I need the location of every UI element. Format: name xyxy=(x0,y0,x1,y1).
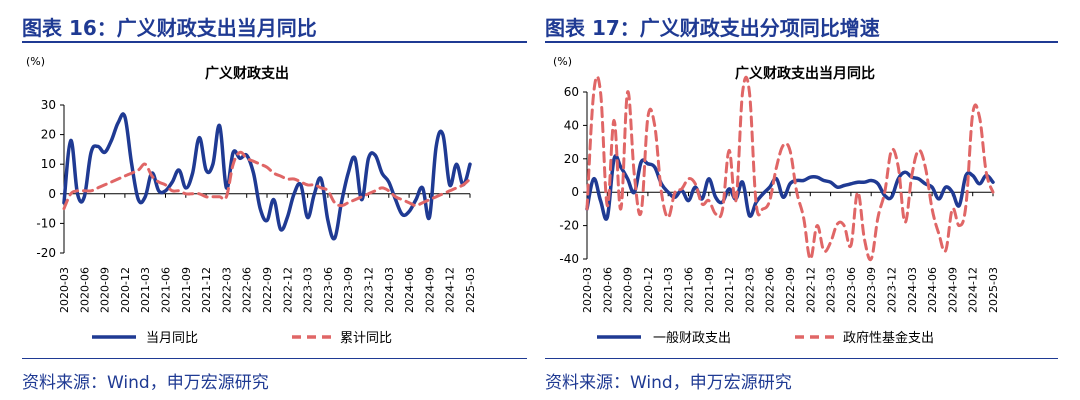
x-tick-label: 2023-09 xyxy=(865,267,878,313)
x-tick-label: 2023-12 xyxy=(363,267,376,313)
x-tick-label: 2023-03 xyxy=(825,267,838,313)
x-tick-label: 2023-09 xyxy=(342,267,355,313)
figure-16-bottom-rule xyxy=(22,358,527,359)
legend-label-1: 当月同比 xyxy=(146,331,198,346)
chart-title: 广义财政支出 xyxy=(205,65,289,82)
x-tick-label: 2024-03 xyxy=(383,267,396,313)
figure-16-source: 资料来源：Wind，申万宏源研究 xyxy=(22,373,269,393)
x-tick-label: 2021-03 xyxy=(139,267,152,313)
x-tick-label: 2021-12 xyxy=(200,267,213,313)
figure-17-top-rule xyxy=(545,41,1058,43)
x-tick-label: 2020-03 xyxy=(581,267,594,313)
series-line-1 xyxy=(62,112,472,241)
x-tick-label: 2021-03 xyxy=(662,267,675,313)
y-tick-label: 10 xyxy=(41,157,56,171)
y-tick-label: 0 xyxy=(48,187,56,201)
x-tick-label: 2020-12 xyxy=(642,267,655,313)
figure-16-heading: 图表 16：广义财政支出当月同比 xyxy=(22,16,317,40)
y-tick-label: -20 xyxy=(559,219,579,233)
y-tick-label: -20 xyxy=(36,246,56,260)
series-line-2 xyxy=(62,150,472,211)
x-tick-label: 2024-12 xyxy=(444,267,457,313)
x-tick-label: 2024-09 xyxy=(423,267,436,313)
legend-label-1: 一般财政支出 xyxy=(653,330,731,346)
legend-label-2: 累计同比 xyxy=(340,331,392,346)
x-tick-label: 2020-12 xyxy=(119,267,132,313)
y-tick-label: -40 xyxy=(559,252,579,266)
x-tick-label: 2020-09 xyxy=(622,267,635,313)
y-tick-label: 20 xyxy=(564,152,579,166)
unit-label: (%) xyxy=(553,55,572,68)
x-tick-label: 2020-06 xyxy=(78,267,91,313)
x-tick-label: 2024-12 xyxy=(967,267,980,313)
x-tick-label: 2021-06 xyxy=(160,267,173,313)
figure-17-chart: (%) 广义财政支出当月同比 -40 -20 0 20 40 60 2020-03 2020-06… xyxy=(553,55,1000,346)
unit-label: (%) xyxy=(26,55,45,68)
x-tick-label: 2022-03 xyxy=(743,267,756,313)
x-tick-label: 2020-06 xyxy=(601,267,614,313)
x-tick-label: 2020-03 xyxy=(58,267,71,313)
legend-label-2: 政府性基金支出 xyxy=(843,330,934,346)
x-tick-label: 2022-12 xyxy=(281,267,294,313)
y-tick-label: 40 xyxy=(564,118,579,132)
x-tick-label: 2022-06 xyxy=(241,267,254,313)
x-tick-label: 2024-09 xyxy=(946,267,959,313)
y-tick-label: -10 xyxy=(36,216,56,230)
y-tick-label: 30 xyxy=(41,98,56,112)
x-tick-label: 2024-03 xyxy=(906,267,919,313)
x-tick-label: 2022-03 xyxy=(220,267,233,313)
x-tick-label: 2021-12 xyxy=(723,267,736,313)
x-tick-label: 2023-06 xyxy=(845,267,858,313)
x-tick-label: 2025-03 xyxy=(987,267,1000,313)
figure-16-top-rule xyxy=(22,41,527,43)
x-tick-label: 2021-09 xyxy=(703,267,716,313)
x-tick-label: 2023-12 xyxy=(886,267,899,313)
series-line-1 xyxy=(585,154,995,221)
x-tick-label: 2024-06 xyxy=(926,267,939,313)
series-line-2 xyxy=(585,74,995,262)
y-tick-label: 0 xyxy=(571,185,579,199)
x-tick-label: 2022-09 xyxy=(261,267,274,313)
x-tick-label: 2023-03 xyxy=(302,267,315,313)
x-tick-label: 2022-12 xyxy=(804,267,817,313)
x-tick-label: 2021-09 xyxy=(180,267,193,313)
x-tick-label: 2021-06 xyxy=(683,267,696,313)
chart-title: 广义财政支出当月同比 xyxy=(735,65,875,82)
x-tick-label: 2024-06 xyxy=(403,267,416,313)
x-tick-label: 2022-06 xyxy=(764,267,777,313)
x-tick-label: 2023-06 xyxy=(322,267,335,313)
figure-17-source: 资料来源：Wind，申万宏源研究 xyxy=(545,373,792,393)
figure-16-chart: (%) 广义财政支出 -20 -10 0 10 20 30 2020-03 2020-06 2020… xyxy=(26,55,477,346)
figure-17-heading: 图表 17：广义财政支出分项同比增速 xyxy=(545,16,880,40)
y-tick-label: 20 xyxy=(41,128,56,142)
x-tick-label: 2025-03 xyxy=(464,267,477,313)
y-tick-label: 60 xyxy=(564,85,579,99)
figure-17-bottom-rule xyxy=(545,358,1058,359)
x-tick-label: 2022-09 xyxy=(784,267,797,313)
x-tick-label: 2020-09 xyxy=(99,267,112,313)
